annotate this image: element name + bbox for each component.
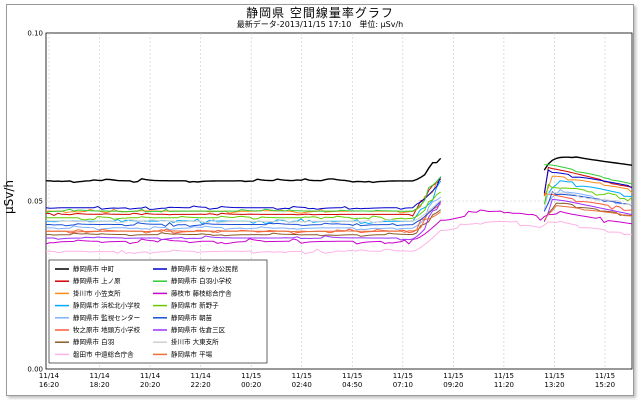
series-line: [45, 199, 442, 224]
legend-label: 静岡県市 中町: [73, 264, 115, 273]
x-tick-label: 11/14: [140, 372, 161, 380]
y-tick-label: 0.10: [27, 30, 43, 38]
x-tick-label: 13:20: [544, 381, 564, 389]
legend-label: 静岡県市 平場: [171, 349, 213, 358]
x-tick-label: 11/15: [595, 372, 615, 380]
series-line: [45, 176, 442, 213]
legend-label: 静岡県市 桜ヶ池公民館: [171, 264, 239, 273]
legend-label: 静岡県市 白羽小学校: [171, 276, 232, 285]
legend-label: 掛川市 小笠支所: [73, 288, 121, 297]
series-line: [46, 191, 441, 221]
x-tick-label: 11/15: [393, 372, 413, 380]
series-line: [46, 211, 441, 234]
x-tick-label: 11/15: [443, 372, 463, 380]
x-tick-label: 22:20: [191, 381, 211, 389]
series-line: [543, 180, 633, 204]
series-line: [544, 164, 633, 185]
legend-label: 静岡県市 佐倉三区: [171, 325, 226, 334]
legend-label: 牧之原市 地頭方小学校: [73, 325, 141, 334]
x-tick-label: 02:40: [292, 381, 312, 389]
legend-label: 静岡県市 新野子: [171, 301, 219, 310]
x-tick-label: 00:20: [241, 381, 261, 389]
x-tick-label: 11/15: [494, 372, 514, 380]
y-tick-label: 0.05: [27, 198, 43, 206]
legend-label: 静岡県市 浜松北小学校: [73, 301, 141, 310]
x-tick-label: 18:20: [89, 381, 109, 389]
series-line: [543, 189, 633, 212]
x-tick-label: 11/15: [241, 372, 261, 380]
x-tick-label: 11/15: [342, 372, 362, 380]
chart-title: 静岡県 空間線量率グラフ: [246, 6, 394, 20]
series-line: [45, 176, 442, 210]
series-line: [543, 192, 633, 210]
x-tick-label: 11/14: [39, 372, 60, 380]
legend-label: 静岡県市 白羽: [73, 337, 114, 346]
series-line: [544, 193, 633, 211]
legend-label: 静岡県市 朝苗: [171, 313, 213, 322]
legend-label: 掛川市 大東支所: [171, 337, 219, 346]
chart-subtitle: 最新データ-2013/11/15 17:10 単位: μSv/h: [236, 20, 404, 29]
x-tick-label: 11/15: [292, 372, 312, 380]
legend-label: 静岡県市 上ノ原: [73, 276, 121, 285]
legend-label: 静岡県市 監視センター: [73, 313, 140, 322]
y-tick-label: 0.00: [27, 366, 43, 374]
x-tick-label: 07:10: [393, 381, 413, 389]
series-line: [543, 205, 633, 221]
series-line: [46, 220, 633, 255]
series-line: [543, 175, 633, 197]
x-tick-label: 15:20: [595, 381, 615, 389]
series-line: [45, 178, 442, 217]
series-line: [543, 198, 633, 222]
series-line: [46, 201, 442, 241]
x-tick-label: 11/14: [191, 372, 212, 380]
series-line: [46, 200, 442, 227]
series-line: [543, 183, 633, 205]
series-line: [46, 209, 442, 237]
series-line: [543, 169, 633, 193]
series-line: [543, 166, 633, 196]
series-line: [543, 156, 633, 171]
series-line: [46, 196, 442, 231]
legend-box: [48, 259, 268, 364]
x-tick-label: 20:20: [140, 381, 160, 389]
series-line: [46, 157, 442, 184]
x-tick-label: 11/15: [544, 372, 564, 380]
legend-label: 藤枝市 藤枝総合庁舎: [171, 288, 232, 297]
x-tick-label: 04:50: [342, 381, 362, 389]
series-line: [543, 191, 633, 212]
legend-label: 磐田市 中遠総合庁舎: [73, 349, 134, 358]
x-tick-label: 11:20: [494, 381, 514, 389]
x-tick-label: 11/14: [89, 372, 110, 380]
x-tick-label: 16:20: [39, 381, 59, 389]
series-line: [45, 209, 633, 245]
x-tick-label: 09:20: [443, 381, 463, 389]
